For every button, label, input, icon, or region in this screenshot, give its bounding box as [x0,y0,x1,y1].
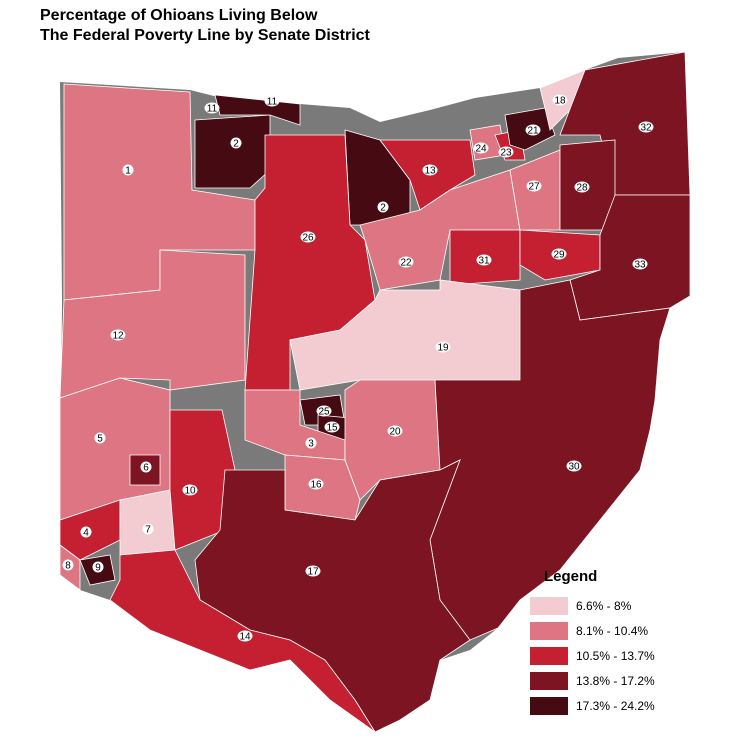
district-label-bg [140,461,152,473]
legend-swatch [530,596,568,615]
district-label: 32 [640,123,652,134]
district-label: 6 [143,463,149,474]
district-label: 4 [83,528,89,539]
district-label: 31 [478,256,490,267]
district-label-bg [94,432,106,444]
district-label: 29 [553,250,565,261]
district-label: 26 [302,233,314,244]
district-label: 19 [437,343,449,354]
district-label: 28 [576,183,588,194]
district-label: 9 [95,563,101,574]
district-label: 24 [475,144,487,155]
district-label-bg [92,561,104,573]
legend-swatch [530,621,568,640]
district-label-bg [62,559,74,571]
district-label: 13 [424,166,436,177]
district-7[interactable] [119,489,176,556]
district-label: 2 [233,139,239,150]
district-label-bg [498,146,514,158]
district-label: 33 [634,260,646,271]
legend-swatch [530,696,568,715]
district-label-bg [308,478,324,490]
district-label-bg [204,102,220,114]
legend-item: 17.3% - 24.2% [530,693,740,718]
legend-label: 8.1% - 10.4% [576,623,649,638]
district-label: 7 [145,525,151,536]
legend-label: 10.5% - 13.7% [576,648,655,663]
district-label-bg [377,201,389,213]
district-label-bg [300,231,316,243]
district-label: 27 [528,182,540,193]
district-label-bg [387,425,403,437]
district-label-bg [398,256,414,268]
legend-item: 13.8% - 17.2% [530,668,740,693]
district-label: 3 [308,439,314,450]
district-label-bg [237,630,253,642]
legend-title: Legend [544,568,598,585]
legend-label: 6.6% - 8% [576,598,632,613]
district-label-bg [182,484,198,496]
district-label: 11 [267,97,278,108]
title-line-1: Percentage of Ohioans Living Below [40,7,318,24]
district-label: 16 [310,480,322,491]
legend-label: 13.8% - 17.2% [576,673,655,688]
district-label-bg [305,565,321,577]
legend-swatch [530,646,568,665]
district-label-bg [316,405,332,417]
district-label: 23 [500,148,512,159]
district-label: 2 [380,203,386,214]
district-label-bg [473,142,489,154]
district-label-bg [422,164,438,176]
district-label: 30 [568,462,580,473]
district-label-bg [110,329,126,341]
district-label: 25 [318,407,330,418]
district-label-bg [230,137,242,149]
map-title: Percentage of Ohioans Living Below The F… [40,6,370,46]
district-label-bg [305,437,317,449]
district-label: 1 [125,166,131,177]
district-label-bg [638,121,654,133]
district-label: 15 [326,423,338,434]
district-label-bg [476,254,492,266]
district-label-bg [122,164,134,176]
district-label-bg [264,95,280,107]
district-label-bg [525,124,541,136]
district-label-bg [574,181,590,193]
district-label-bg [552,94,568,106]
district-label: 22 [400,258,412,269]
legend: Legend 6.6% - 8% 8.1% - 10.4% 10.5% - 13.7… [530,568,740,718]
district-label: 14 [239,632,251,643]
district-label: 11 [207,104,218,115]
district-label: 18 [554,96,566,107]
district-label: 5 [97,434,103,445]
district-label-bg [324,421,340,433]
district-label-bg [566,460,582,472]
district-label: 21 [527,126,539,137]
legend-item: 10.5% - 13.7% [530,643,740,668]
legend-swatch [530,671,568,690]
district-label: 20 [389,427,401,438]
district-label: 12 [112,331,124,342]
district-label-bg [435,341,451,353]
district-label: 17 [307,567,319,578]
legend-item: 6.6% - 8% [530,593,740,618]
district-label: 10 [184,486,196,497]
legend-item: 8.1% - 10.4% [530,618,740,643]
district-label-bg [526,180,542,192]
district-label-bg [142,523,154,535]
title-line-2: The Federal Poverty Line by Senate Distr… [40,27,370,44]
district-label-bg [632,258,648,270]
district-label-bg [80,526,92,538]
district-label: 8 [65,561,71,572]
district-label-bg [551,248,567,260]
legend-label: 17.3% - 24.2% [576,698,655,713]
